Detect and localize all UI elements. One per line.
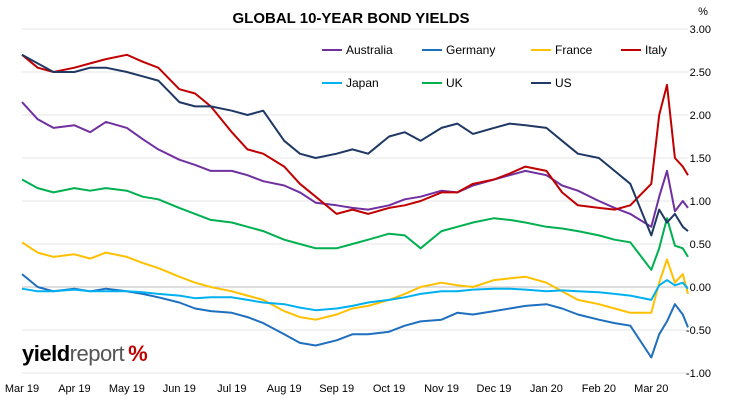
x-tick-label: Oct 19 xyxy=(373,383,405,395)
brand-report-text: report xyxy=(69,341,125,366)
series-line-australia xyxy=(21,101,689,228)
y-tick-label: 0.00 xyxy=(690,282,711,294)
x-axis-ticks: Mar 19 Apr 19 May 19 Jun 19 Jul 19 Aug 19 Sep … xyxy=(5,383,669,395)
x-tick-label: Feb 20 xyxy=(582,383,616,395)
y-tick-label: 3.00 xyxy=(690,24,711,36)
y-tick-label: 2.50 xyxy=(690,67,711,79)
yieldreport-logo: yieldreport% xyxy=(22,341,148,367)
x-tick-label: Jul 19 xyxy=(217,383,246,395)
x-tick-label: Aug 19 xyxy=(267,383,302,395)
x-tick-label: Dec 19 xyxy=(477,383,512,395)
chart-title: GLOBAL 10-YEAR BOND YIELDS xyxy=(233,10,470,27)
x-tick-label: Mar 20 xyxy=(634,383,668,395)
y-axis-unit: % xyxy=(698,6,708,18)
x-tick-label: May 19 xyxy=(109,383,145,395)
y-axis-ticks: 3.00 2.50 2.00 1.50 1.00 0.50 0.00 -0.50 -1.00 xyxy=(686,24,711,380)
series-line-france xyxy=(21,241,689,321)
legend-label-australia: Australia xyxy=(346,43,393,57)
y-tick-label: -0.50 xyxy=(686,325,711,337)
series-line-us xyxy=(21,53,689,237)
brand-yield-text: yield xyxy=(22,341,70,366)
legend-label-uk: UK xyxy=(446,76,463,90)
y-tick-label: 1.50 xyxy=(690,153,711,165)
x-tick-label: Sep 19 xyxy=(319,383,354,395)
legend-label-us: US xyxy=(555,76,572,90)
legend-label-france: France xyxy=(555,43,593,57)
legend-label-germany: Germany xyxy=(446,43,495,57)
legend-label-japan: Japan xyxy=(346,76,379,90)
legend: Australia Germany France Italy Japan UK US xyxy=(322,43,667,90)
x-tick-label: Mar 19 xyxy=(5,383,39,395)
percent-logo-icon: % xyxy=(128,341,148,366)
y-tick-label: 1.00 xyxy=(690,196,711,208)
x-tick-label: Jun 19 xyxy=(163,383,196,395)
series-line-italy xyxy=(21,53,689,215)
series-lines xyxy=(21,53,689,359)
series-line-uk xyxy=(21,178,689,271)
y-tick-label: -1.00 xyxy=(686,368,711,380)
x-tick-label: Apr 19 xyxy=(58,383,90,395)
y-tick-label: 2.00 xyxy=(690,110,711,122)
x-tick-label: Jan 20 xyxy=(530,383,563,395)
y-tick-label: 0.50 xyxy=(690,239,711,251)
legend-label-italy: Italy xyxy=(645,43,667,57)
series-line-japan xyxy=(21,279,689,312)
series-line-germany xyxy=(21,273,689,359)
x-tick-label: Nov 19 xyxy=(424,383,459,395)
